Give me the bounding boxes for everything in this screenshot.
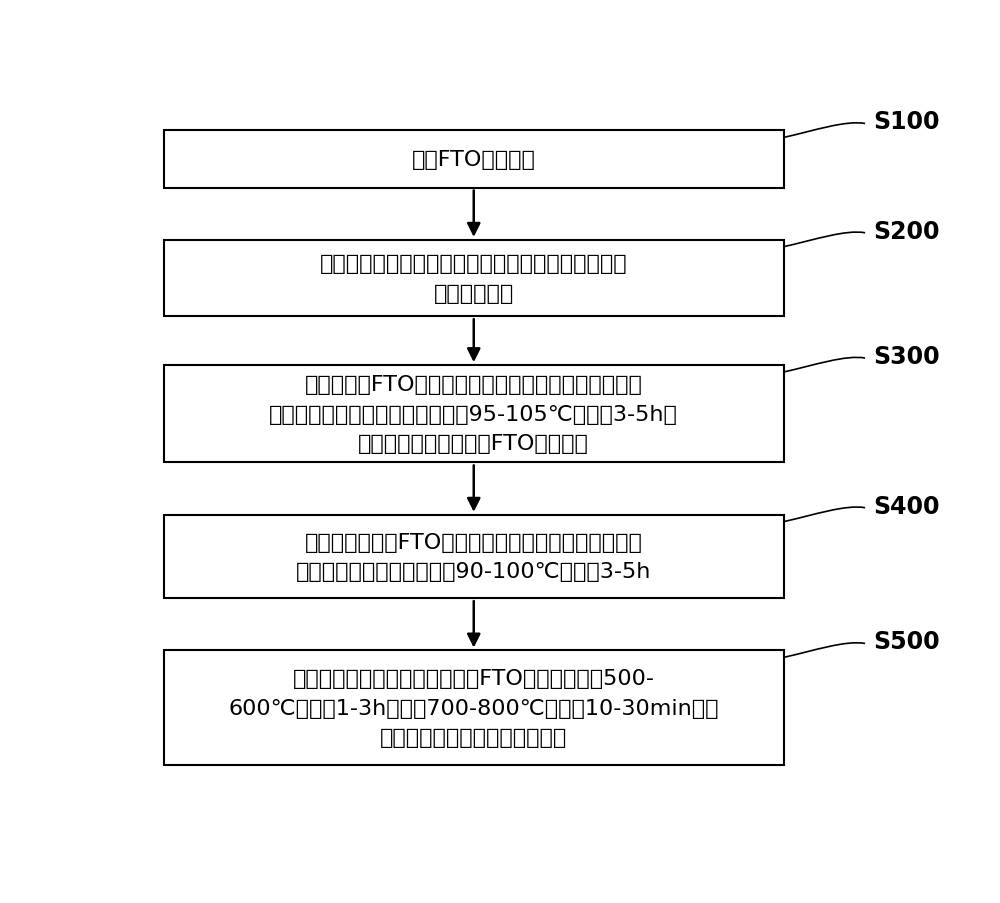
Text: 将钛的无机盐和磷酸均匀分散到去离子水中，配置得
到前驱体溶液: 将钛的无机盐和磷酸均匀分散到去离子水中，配置得 到前驱体溶液 <box>320 254 628 303</box>
Text: 清洗FTO导电玻璃: 清洗FTO导电玻璃 <box>412 150 536 170</box>
Text: S500: S500 <box>873 629 940 654</box>
Bar <box>164 240 784 317</box>
Text: S300: S300 <box>873 345 940 368</box>
Bar <box>164 366 784 463</box>
Text: S200: S200 <box>873 219 939 244</box>
Text: 将钛磷共修饰的FTO导电玻璃置入盛有铁的无机盐和矿
化剂水溶液的反应釜中，在90-100℃下反应3-5h: 将钛磷共修饰的FTO导电玻璃置入盛有铁的无机盐和矿 化剂水溶液的反应釜中，在90… <box>296 532 651 582</box>
Bar <box>164 515 784 599</box>
Text: S400: S400 <box>873 494 939 518</box>
Bar <box>164 651 784 766</box>
Bar <box>164 131 784 189</box>
Text: 将清洗后的FTO导电玻璃以导电面朝上且倾斜的方式置
入盛有前驱体溶液的反应釜中，在95-105℃下反应3-5h，
制备得到钛磷共修饰的FTO导电玻璃: 将清洗后的FTO导电玻璃以导电面朝上且倾斜的方式置 入盛有前驱体溶液的反应釜中，… <box>269 375 678 454</box>
Text: S100: S100 <box>873 110 939 135</box>
Text: 取出反应后的所述钛磷共修饰的FTO导电玻璃，在500-
600℃下退火1-3h，再在700-800℃下退火10-30min，制
备得到钛磷共掺杂氧化铁光电极: 取出反应后的所述钛磷共修饰的FTO导电玻璃，在500- 600℃下退火1-3h，… <box>228 668 719 748</box>
